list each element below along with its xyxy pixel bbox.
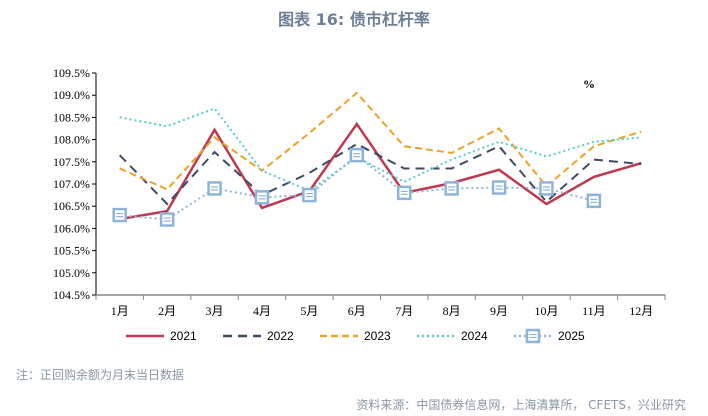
x-tick-label: 1月 [111, 304, 129, 318]
data-point-2025 [586, 193, 602, 209]
legend-label-2023: 2023 [364, 329, 391, 343]
x-tick-label: 4月 [253, 304, 271, 318]
x-tick-label: 9月 [490, 304, 508, 318]
data-point-2025 [396, 185, 412, 201]
x-tick-label: 5月 [300, 304, 318, 318]
legend-label-2024: 2024 [461, 329, 488, 343]
data-point-2025 [254, 190, 270, 205]
y-tick-label: 108.0% [53, 133, 90, 147]
y-tick-label: 109.5% [53, 66, 90, 80]
data-point-2025 [302, 187, 317, 203]
data-point-2025 [349, 147, 365, 163]
series-line-2022 [118, 142, 642, 206]
y-tick-label: 105.0% [53, 266, 90, 280]
data-point-2025 [539, 181, 554, 196]
y-tick-label: 105.5% [53, 244, 90, 258]
x-tick-label: 12月 [629, 304, 653, 318]
footnote: 注：正回购余额为月末当日数据 [16, 368, 185, 382]
legend-label-2025: 2025 [558, 329, 585, 343]
y-tick-label: 107.5% [53, 155, 90, 169]
series-line-2023 [119, 91, 642, 191]
series-line-2025 [119, 153, 595, 221]
data-point-2025 [444, 181, 459, 196]
y-tick-label: 104.5% [53, 288, 90, 302]
data-point-2025 [207, 181, 222, 196]
series-line-2021 [119, 121, 642, 221]
x-tick-label: 2月 [158, 304, 176, 318]
x-tick-label: 3月 [206, 304, 224, 318]
y-tick-label: 107.0% [53, 177, 90, 191]
legend-label-2022: 2022 [267, 329, 294, 343]
x-tick-label: 10月 [534, 304, 558, 318]
x-tick-label: 8月 [443, 304, 461, 318]
unit-label: % [583, 77, 595, 91]
legend-label-2021: 2021 [170, 329, 197, 343]
x-tick-label: 11月 [582, 304, 606, 318]
data-point-2025 [491, 180, 507, 195]
source-note: 资料来源：中国债券信息网，上海清算所， CFETS，兴业研究 [356, 398, 686, 412]
y-tick-label: 108.5% [53, 110, 90, 124]
legend-marker-2025 [525, 328, 541, 344]
data-point-2025 [159, 212, 175, 227]
series-line-2024 [119, 107, 642, 192]
y-tick-label: 109.0% [53, 88, 90, 102]
data-point-2025 [112, 207, 127, 223]
x-tick-label: 7月 [395, 304, 413, 318]
chart-title: 图表 16: 债市杠杆率 [278, 10, 430, 29]
y-tick-label: 106.0% [53, 221, 90, 235]
y-tick-label: 106.5% [53, 199, 90, 213]
x-tick-label: 6月 [348, 304, 366, 318]
